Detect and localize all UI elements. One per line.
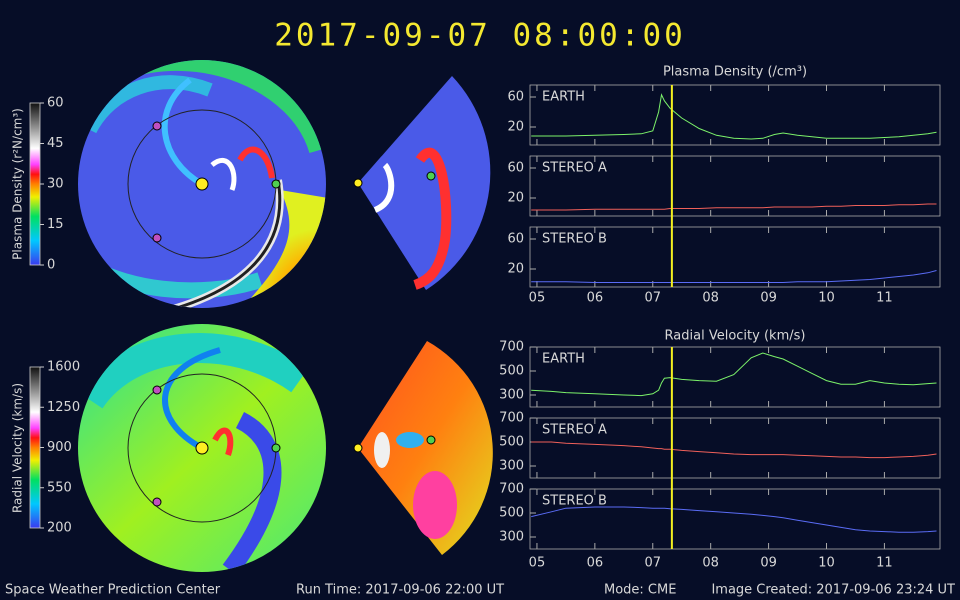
x-tick-label: 06 (587, 556, 604, 571)
stereo-b (152, 233, 162, 243)
x-tick-label: 05 (529, 291, 546, 306)
x-tick-label: 08 (702, 556, 719, 571)
series-line (531, 93, 937, 140)
stereo-b (152, 497, 162, 507)
y-tick-label: 300 (499, 388, 524, 403)
stereo-a (152, 385, 162, 395)
y-tick-label: 700 (499, 411, 524, 426)
y-tick-label: 500 (499, 435, 524, 450)
sun-side (353, 443, 363, 453)
velocity-wedge-blob (413, 471, 457, 539)
series-line (531, 270, 937, 283)
colorbar-tick-label: 30 (47, 177, 64, 192)
series-line (531, 352, 937, 397)
colorbar-tick-label: 1250 (47, 400, 80, 415)
series-line (531, 506, 937, 533)
sun-side (353, 178, 363, 188)
panel-frame (529, 346, 941, 408)
panel-label: EARTH (542, 352, 585, 367)
x-tick-label: 06 (587, 291, 604, 306)
density-wedge-core (373, 162, 395, 213)
y-tick-label: 500 (499, 364, 524, 379)
x-tick-label: 07 (644, 291, 661, 306)
footer-center: Space Weather Prediction Center (5, 583, 221, 598)
earth (271, 179, 281, 189)
panel-frame (529, 155, 941, 217)
colorbar-tick-label: 900 (47, 440, 72, 455)
x-tick-label: 08 (702, 291, 719, 306)
colorbar-tick-label: 60 (47, 96, 64, 111)
colorbar (29, 366, 41, 529)
density-wedge (358, 76, 491, 290)
y-tick-label: 300 (499, 459, 524, 474)
earth-side (426, 435, 436, 445)
velocity-wedge-slow (396, 432, 424, 448)
panel-label: STEREO A (542, 161, 607, 176)
colorbar-tick-label: 200 (47, 521, 72, 536)
x-tick-label: 10 (818, 291, 835, 306)
colorbar-tick-label: 15 (47, 217, 64, 232)
series-line (531, 203, 937, 211)
panel-frame (529, 84, 941, 146)
panel-label: STEREO B (542, 232, 607, 247)
stereo-a (152, 121, 162, 131)
y-tick-label: 700 (499, 482, 524, 497)
y-tick-label: 700 (499, 340, 524, 355)
y-tick-label: 60 (507, 161, 524, 176)
panel-label: STEREO B (542, 494, 607, 509)
panel-frame (529, 488, 941, 550)
y-tick-label: 20 (507, 191, 524, 206)
colorbar-tick-label: 0 (47, 258, 55, 273)
footer-created: Image Created: 2017-09-06 23:24 UT (711, 583, 955, 598)
chart-title: Radial Velocity (km/s) (665, 329, 806, 344)
earth-side (426, 171, 436, 181)
colorbar (29, 102, 41, 266)
velocity-wedge (358, 341, 493, 555)
y-tick-label: 20 (507, 262, 524, 277)
x-tick-label: 07 (644, 556, 661, 571)
chart-title: Plasma Density (/cm³) (663, 65, 807, 80)
y-tick-label: 60 (507, 232, 524, 247)
x-tick-label: 05 (529, 556, 546, 571)
density-wedge-front (413, 147, 452, 290)
panel-frame (529, 417, 941, 479)
earth (271, 443, 281, 453)
sun (195, 177, 209, 191)
panel-label: EARTH (542, 90, 585, 105)
x-tick-label: 11 (876, 556, 893, 571)
colorbar-tick-label: 550 (47, 480, 72, 495)
colorbar-tick-label: 1600 (47, 360, 80, 375)
footer-run-time: Run Time: 2017-09-06 22:00 UT (296, 583, 504, 598)
series-line (531, 441, 937, 459)
panel-frame (529, 226, 941, 288)
colorbar-tick-label: 45 (47, 136, 64, 151)
y-tick-label: 20 (507, 120, 524, 135)
velocity-wedge-core (374, 432, 390, 468)
colorbar-label: Plasma Density (r²N/cm³) (11, 108, 25, 260)
x-tick-label: 09 (760, 291, 777, 306)
panel-label: STEREO A (542, 423, 607, 438)
sun (195, 441, 209, 455)
title: 2017-09-07 08:00:00 (274, 18, 686, 54)
x-tick-label: 11 (876, 291, 893, 306)
x-tick-label: 10 (818, 556, 835, 571)
y-tick-label: 500 (499, 506, 524, 521)
footer-mode: Mode: CME (604, 583, 676, 598)
x-tick-label: 09 (760, 556, 777, 571)
y-tick-label: 300 (499, 530, 524, 545)
y-tick-label: 60 (507, 90, 524, 105)
colorbar-label: Radial Velocity (km/s) (11, 383, 25, 513)
